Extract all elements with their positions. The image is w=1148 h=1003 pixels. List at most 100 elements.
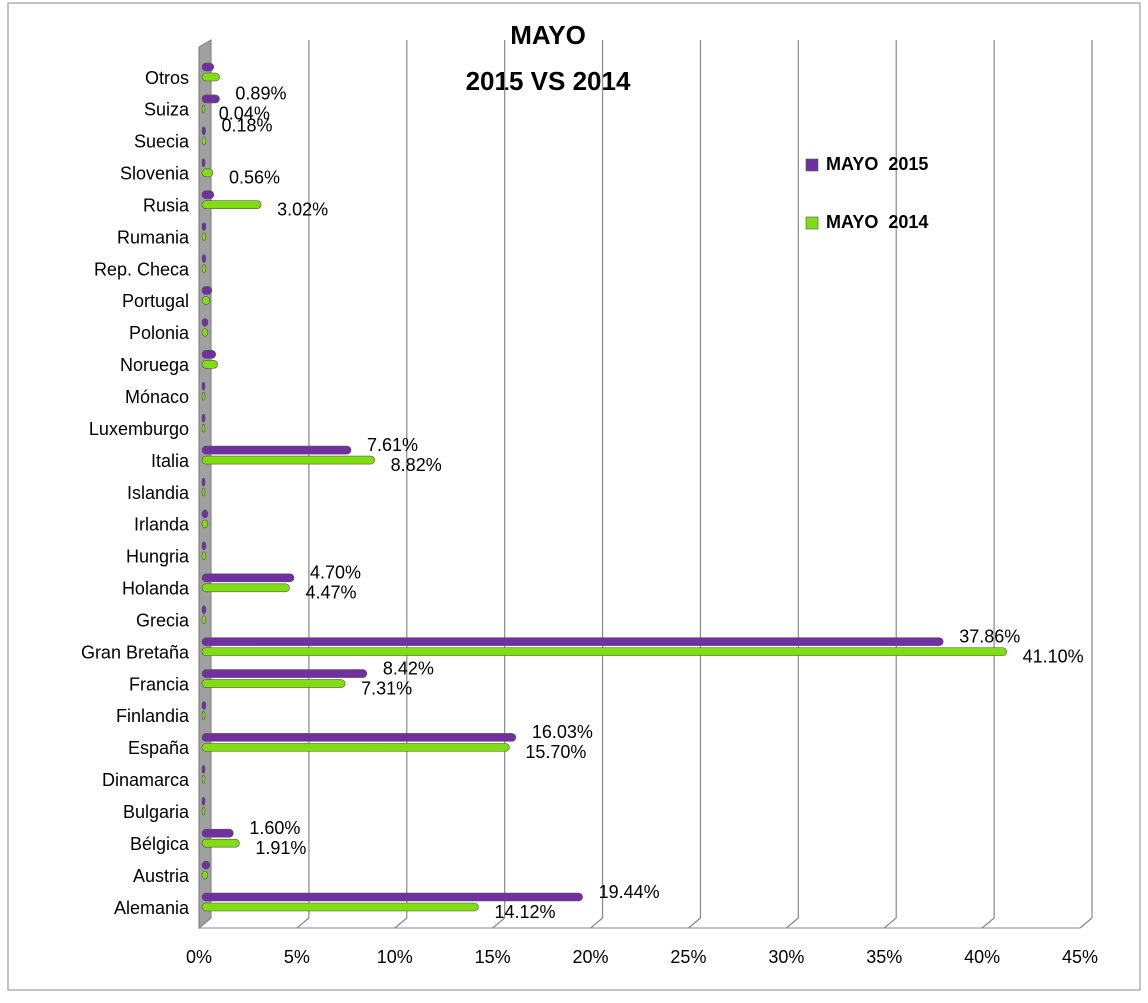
y-tick-label: Bulgaria [123, 802, 190, 822]
y-tick-label: Otros [145, 68, 189, 88]
data-label: 1.91% [255, 838, 306, 858]
bar [201, 168, 214, 178]
bar [201, 423, 206, 433]
y-tick-label: Rumania [117, 227, 190, 247]
bar [201, 190, 215, 199]
y-tick-label: Hungria [126, 547, 190, 567]
bar [201, 413, 206, 423]
bar [201, 350, 217, 359]
grid-floor [981, 917, 995, 929]
y-tick-label: Portugal [122, 291, 189, 311]
bar [201, 126, 206, 136]
data-label: 16.03% [532, 722, 593, 742]
y-tick-label: Suiza [144, 100, 190, 120]
data-label: 7.31% [361, 678, 412, 698]
bar [201, 254, 207, 263]
y-tick-label: Slovenia [120, 164, 190, 184]
bar [201, 828, 234, 838]
y-tick-label: Rep. Checa [94, 259, 190, 279]
y-tick-label: Alemania [114, 898, 190, 918]
bar [201, 806, 206, 816]
bar [201, 870, 209, 880]
data-label: 7.61% [367, 435, 418, 455]
bar [201, 796, 206, 806]
x-tick-label: 35% [866, 947, 902, 967]
y-tick-label: Suecia [134, 132, 190, 152]
bar [201, 104, 206, 114]
y-tick-label: Mónaco [125, 387, 189, 407]
grid-floor [394, 917, 408, 929]
data-label: 15.70% [525, 742, 586, 762]
bar [201, 158, 206, 168]
bar [201, 381, 206, 391]
x-tick-label: 45% [1062, 947, 1098, 967]
grid-floor [590, 917, 603, 929]
data-label: 37.86% [959, 626, 1020, 646]
x-tick-label: 20% [573, 947, 609, 967]
y-tick-label: Francia [129, 674, 190, 694]
bar [201, 743, 510, 752]
data-label: 0.89% [235, 84, 286, 104]
data-label: 4.47% [306, 583, 357, 603]
bar [201, 455, 375, 465]
y-tick-label: Holanda [122, 579, 190, 599]
legend-swatch [805, 216, 819, 230]
x-tick-label: 15% [475, 947, 511, 967]
bar [201, 232, 207, 241]
bar [201, 391, 206, 401]
bar [201, 286, 213, 295]
grid-floor [1079, 917, 1093, 929]
grid-floor [883, 917, 897, 929]
y-tick-label: Irlanda [134, 515, 190, 535]
x-tick-label: 5% [284, 947, 310, 967]
data-label: 8.42% [383, 658, 434, 678]
data-label: 8.82% [391, 455, 442, 475]
bar [201, 509, 209, 519]
bar [201, 669, 368, 678]
legend-label: MAYO 2015 [826, 154, 928, 174]
bar [201, 318, 209, 327]
grid-floor [198, 917, 212, 929]
bar [201, 701, 207, 710]
bar [201, 94, 220, 104]
bar [201, 328, 209, 337]
bar [201, 360, 218, 369]
y-tick-label: España [128, 738, 190, 758]
bar [201, 573, 295, 583]
bar [201, 551, 207, 561]
data-label: 3.02% [277, 199, 328, 219]
bar [201, 902, 479, 912]
y-tick-label: Austria [133, 866, 190, 886]
grid-floor [785, 917, 799, 929]
bar [201, 72, 220, 82]
data-label: 0.18% [222, 116, 273, 136]
grid-floor [492, 917, 506, 929]
bar [201, 733, 517, 742]
y-tick-label: Polonia [129, 323, 190, 343]
x-tick-label: 40% [964, 947, 1000, 967]
bar [201, 765, 206, 774]
bar [201, 605, 207, 614]
grid-floor [688, 917, 701, 929]
x-tick-label: 0% [186, 947, 212, 967]
chart-title: MAYO [510, 20, 586, 50]
bar [201, 445, 352, 455]
bar [201, 647, 1007, 656]
legend-label: MAYO 2014 [826, 212, 928, 232]
y-tick-label: Grecia [136, 610, 190, 630]
bar [201, 519, 209, 529]
chart-subtitle: 2015 VS 2014 [466, 66, 631, 96]
bar [201, 711, 206, 720]
bar [201, 222, 207, 231]
grid-floor [296, 917, 310, 929]
x-tick-label: 10% [377, 947, 413, 967]
data-label: 1.60% [249, 818, 300, 838]
bar [201, 838, 240, 848]
bar [201, 487, 206, 497]
data-label: 19.44% [599, 882, 660, 902]
y-tick-label: Gran Bretaña [81, 642, 190, 662]
bar [201, 477, 206, 487]
y-tick-label: Dinamarca [102, 770, 190, 790]
chart-border [7, 2, 1141, 991]
